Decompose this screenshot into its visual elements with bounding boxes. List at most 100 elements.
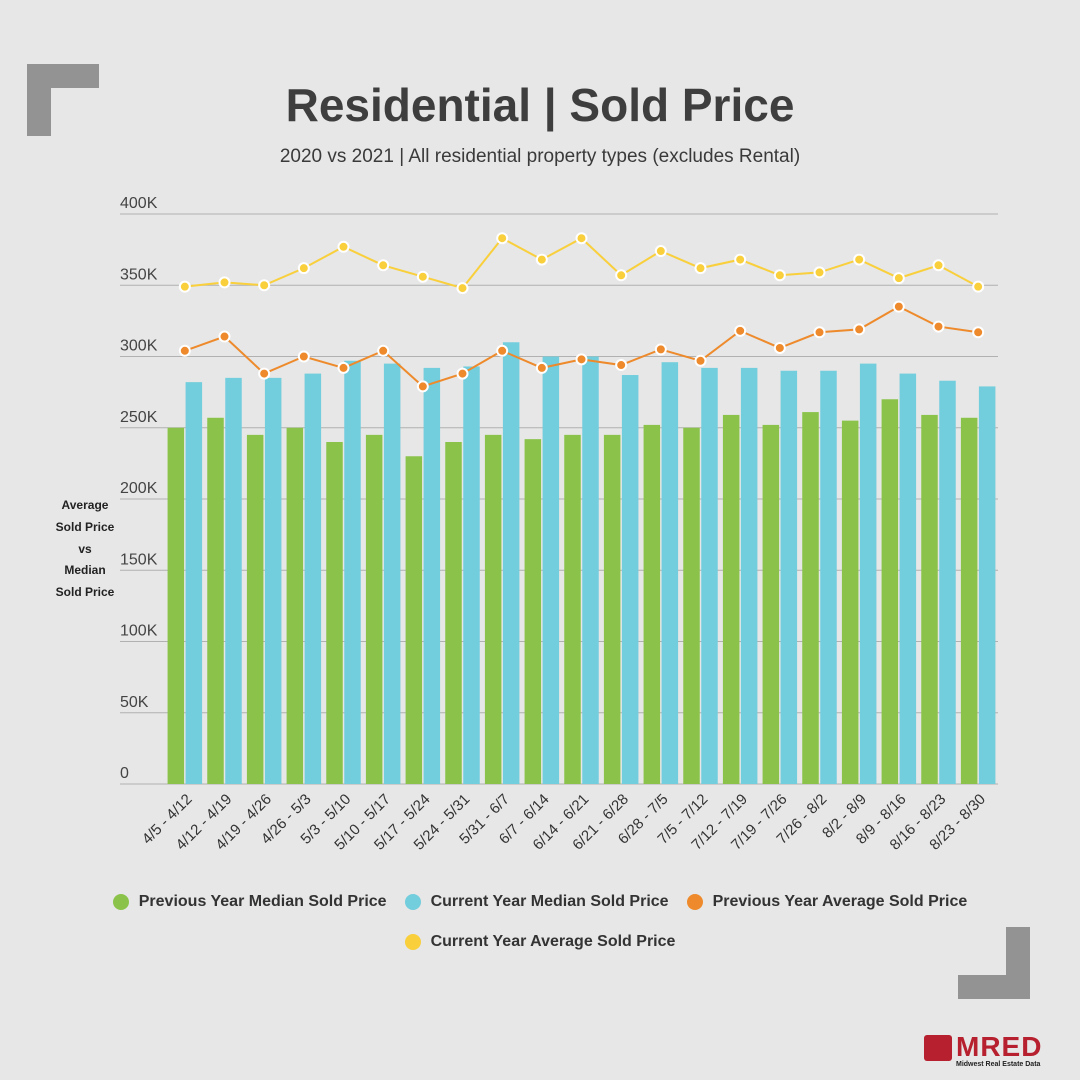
bar-previous-year-median	[246, 434, 264, 784]
point-previous-year-average	[575, 353, 588, 366]
point-previous-year-average	[813, 326, 826, 339]
point-current-year-average	[416, 270, 429, 283]
point-current-year-average	[972, 280, 985, 293]
point-previous-year-average	[416, 380, 429, 393]
y-tick-label: 50K	[120, 694, 149, 711]
bar-previous-year-median	[326, 442, 343, 784]
bar-current-year-median	[820, 370, 837, 784]
legend-label: Previous Year Median Sold Price	[138, 893, 387, 910]
point-previous-year-average	[932, 320, 945, 333]
point-previous-year-average	[853, 323, 866, 336]
y-axis-title-line: Average	[61, 498, 109, 512]
y-tick-label: 0	[120, 765, 129, 782]
legend-swatch	[404, 934, 421, 950]
legend-label: Current Year Average Sold Price	[430, 933, 676, 950]
legend-item-prev-median[interactable]: Previous Year Median Sold Price	[112, 893, 387, 911]
bar-previous-year-median	[405, 456, 423, 784]
bar-previous-year-median	[564, 434, 581, 784]
point-current-year-average	[892, 272, 905, 285]
legend-item-curr-average[interactable]: Current Year Average Sold Price	[404, 933, 676, 951]
bar-current-year-median	[542, 356, 560, 784]
bar-current-year-median	[661, 362, 679, 784]
point-previous-year-average	[377, 344, 390, 357]
point-previous-year-average	[694, 354, 707, 367]
point-current-year-average	[496, 232, 509, 245]
bar-current-year-median	[899, 373, 917, 784]
logo-mark-icon	[924, 1035, 952, 1061]
logo-text: MRED	[956, 1031, 1043, 1062]
y-axis-title: Average Sold Price vs Median Sold Price	[40, 495, 130, 604]
bar-previous-year-median	[722, 414, 740, 784]
bar-current-year-median	[701, 367, 718, 784]
legend-item-prev-average[interactable]: Previous Year Average Sold Price	[686, 893, 968, 911]
point-previous-year-average	[734, 324, 747, 337]
top-left-corner-bracket-vertical	[27, 64, 51, 136]
point-current-year-average	[535, 253, 548, 266]
bar-previous-year-median	[921, 414, 938, 784]
point-current-year-average	[178, 280, 191, 293]
point-current-year-average	[654, 245, 667, 258]
bar-previous-year-median	[841, 420, 859, 784]
legend-swatch	[404, 894, 421, 910]
y-axis-title-line: Sold Price	[55, 519, 115, 534]
point-current-year-average	[575, 232, 588, 245]
legend-item-curr-median[interactable]: Current Year Median Sold Price	[404, 893, 669, 911]
y-tick-label: 250K	[120, 409, 158, 426]
bar-previous-year-median	[445, 442, 462, 784]
bar-current-year-median	[463, 366, 480, 784]
bar-current-year-median	[740, 367, 758, 784]
bar-current-year-median	[225, 377, 242, 784]
bar-current-year-median	[859, 363, 877, 784]
bar-previous-year-median	[802, 412, 819, 784]
y-tick-label: 100K	[120, 623, 158, 640]
y-tick-label: 300K	[120, 338, 158, 355]
bar-current-year-median	[185, 382, 203, 784]
bar-previous-year-median	[762, 424, 780, 784]
point-previous-year-average	[972, 326, 985, 339]
point-current-year-average	[813, 266, 826, 279]
bar-previous-year-median	[643, 424, 661, 784]
y-axis-title-line: vs	[78, 541, 92, 556]
bar-previous-year-median	[881, 399, 899, 784]
bar-previous-year-median	[960, 417, 978, 784]
point-previous-year-average	[178, 344, 191, 357]
bar-previous-year-median	[286, 427, 304, 784]
bar-current-year-median	[582, 356, 599, 784]
bar-current-year-median	[344, 360, 361, 784]
point-current-year-average	[853, 253, 866, 266]
point-previous-year-average	[615, 359, 628, 372]
y-tick-label: 400K	[120, 195, 158, 212]
bar-previous-year-median	[365, 434, 383, 784]
y-tick-label: 150K	[120, 551, 158, 568]
legend-row-2: Current Year Average Sold Price	[0, 933, 1080, 951]
point-previous-year-average	[218, 330, 231, 343]
point-current-year-average	[615, 269, 628, 282]
bar-current-year-median	[621, 375, 639, 784]
bar-current-year-median	[780, 370, 798, 784]
bar-previous-year-median	[603, 434, 621, 784]
point-previous-year-average	[654, 343, 667, 356]
y-axis-title-line: Sold Price	[55, 585, 115, 600]
y-tick-label: 350K	[120, 266, 158, 283]
bar-previous-year-median	[683, 427, 700, 784]
logo-tagline: Midwest Real Estate Data	[956, 1061, 1041, 1068]
point-current-year-average	[773, 269, 786, 282]
point-current-year-average	[932, 259, 945, 272]
bar-current-year-median	[939, 380, 956, 784]
point-previous-year-average	[892, 300, 905, 313]
legend-swatch	[686, 894, 703, 910]
legend-label: Previous Year Average Sold Price	[712, 893, 968, 910]
point-current-year-average	[337, 240, 350, 253]
bar-previous-year-median	[167, 427, 185, 784]
bar-current-year-median	[423, 367, 441, 784]
chart-title: Residential | Sold Price	[285, 79, 795, 131]
point-current-year-average	[377, 259, 390, 272]
chart-subtitle: 2020 vs 2021 | All residential property …	[279, 146, 801, 167]
point-previous-year-average	[337, 361, 350, 374]
point-previous-year-average	[535, 361, 548, 374]
legend-row-1: Previous Year Median Sold Price Current …	[0, 893, 1080, 911]
bar-current-year-median	[264, 377, 282, 784]
bar-current-year-median	[304, 373, 322, 784]
point-previous-year-average	[496, 344, 509, 357]
